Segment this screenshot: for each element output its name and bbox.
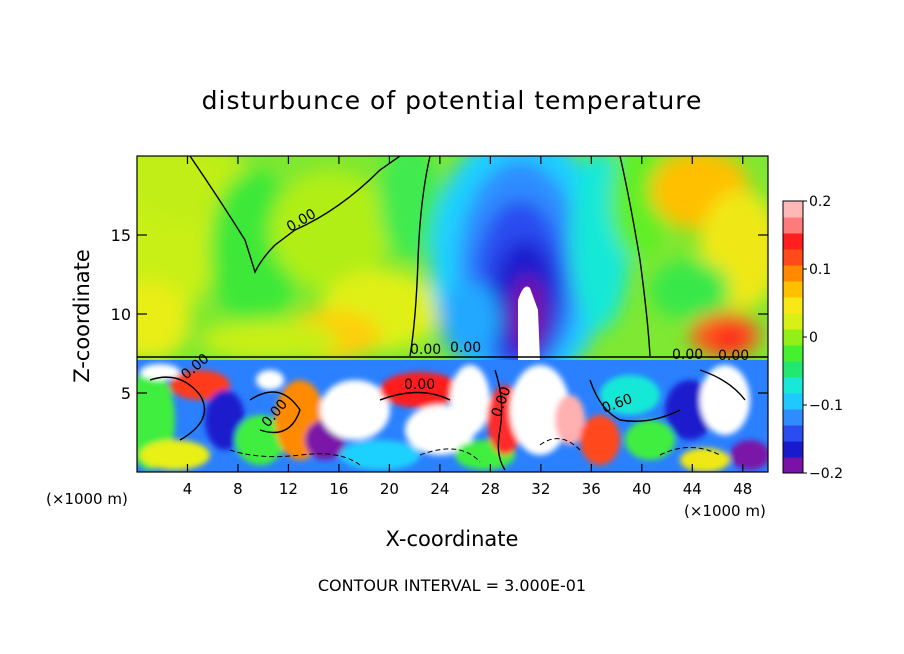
x-tick-label: 24 (430, 480, 449, 498)
x-tick-label: 36 (582, 480, 601, 498)
field-lower-blobs (137, 364, 768, 472)
colorbar-swatch (783, 217, 803, 234)
colorbar-swatch (783, 249, 803, 266)
x-tick-label: 48 (733, 480, 752, 498)
y-tick-label: 10 (111, 305, 131, 324)
colorbar-tick-label: 0.2 (809, 194, 831, 210)
colorbar-swatch (783, 329, 803, 346)
colorbar-swatch (783, 233, 803, 250)
colorbar-tick-label: −0.1 (809, 398, 843, 414)
contour-lines (137, 156, 768, 471)
x-tick-label: 16 (329, 480, 348, 498)
colorbar-tick-label: −0.2 (809, 466, 843, 482)
x-tick-label: 40 (632, 480, 651, 498)
y-axis-label: Z-coordinate (70, 249, 94, 383)
y-tick-label: 15 (111, 226, 131, 245)
contour-label: 0.00 (404, 377, 435, 393)
contour-dashed (229, 438, 721, 466)
colorbar-swatch (783, 393, 803, 410)
colorbar-swatch (783, 313, 803, 330)
field-layer (137, 156, 768, 472)
x-unit-label-right: (×1000 m) (684, 502, 766, 520)
x-tick-label: 28 (481, 480, 500, 498)
x-axis-ticks: 4 8 12 16 20 24 28 32 36 40 44 48 (183, 156, 752, 498)
y-tick-label: 5 (121, 384, 131, 403)
colorbar-tick-label: 0 (809, 330, 818, 346)
field-upper-blobs (137, 156, 768, 390)
colorbar-tick-label: 0.1 (809, 262, 831, 278)
contour-label: 0.00 (450, 340, 481, 356)
contour-interval-note: CONTOUR INTERVAL = 3.000E-01 (317, 576, 587, 595)
colorbar-swatch (783, 265, 803, 282)
x-tick-label: 44 (683, 480, 702, 498)
contour-label: 0.00 (672, 347, 703, 363)
field-plume-core (518, 286, 540, 362)
x-tick-label: 8 (233, 480, 243, 498)
colorbar-swatch (783, 457, 803, 474)
x-tick-label: 12 (279, 480, 298, 498)
colorbar-swatch (783, 345, 803, 362)
contour-label: 0.00 (410, 342, 441, 358)
x-tick-label: 20 (380, 480, 399, 498)
colorbar-swatch (783, 297, 803, 314)
colorbar: 0.2 0.1 0 −0.1 −0.2 (782, 194, 843, 482)
colorbar-swatch (783, 377, 803, 394)
colorbar-swatch (783, 201, 803, 218)
colorbar-swatch (783, 441, 803, 458)
colorbar-swatch (783, 409, 803, 426)
x-unit-label-left: (×1000 m) (46, 490, 128, 508)
contour-label: 0.00 (718, 348, 749, 364)
y-axis-ticks: 5 10 15 (111, 226, 768, 403)
x-axis-label: X-coordinate (385, 527, 519, 551)
x-tick-label: 32 (531, 480, 550, 498)
colorbar-swatch (783, 361, 803, 378)
chart-title: disturbunce of potential temperature (201, 86, 703, 115)
x-tick-label: 4 (183, 480, 193, 498)
colorbar-swatch (783, 281, 803, 298)
colorbar-swatch (783, 425, 803, 442)
